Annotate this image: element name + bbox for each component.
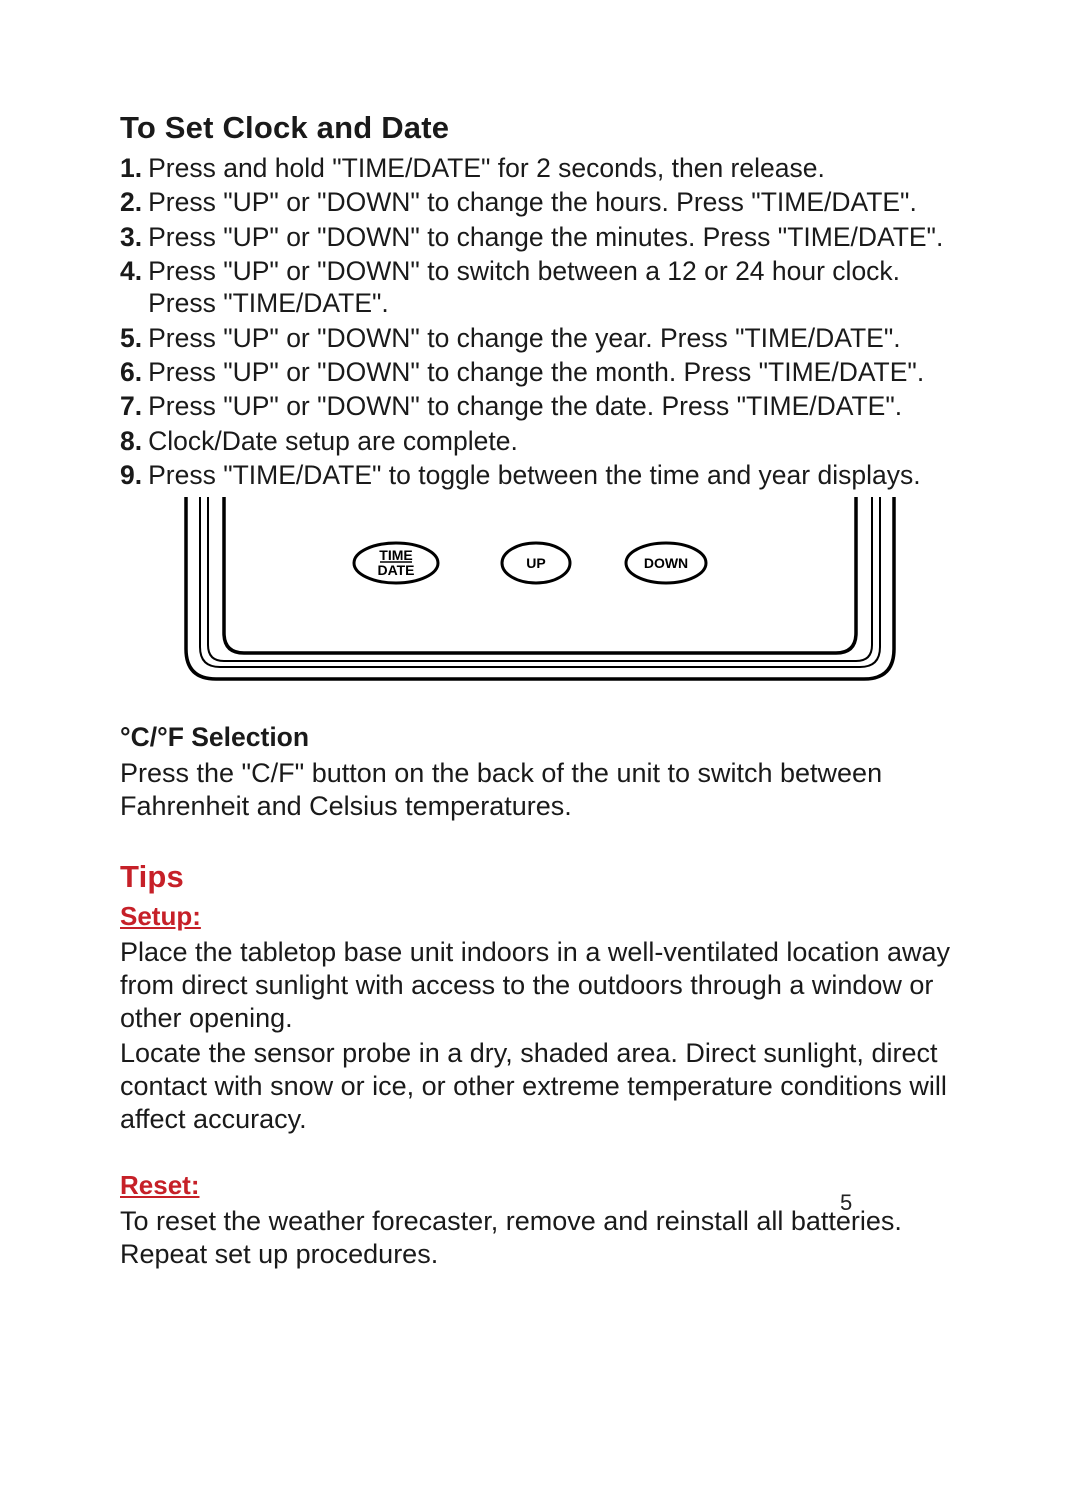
clock-step: 1.Press and hold "TIME/DATE" for 2 secon… [120,152,960,184]
step-number: 2. [120,186,142,218]
step-number: 9. [120,459,142,491]
clock-step: 5.Press "UP" or "DOWN" to change the yea… [120,322,960,354]
clock-step: 7.Press "UP" or "DOWN" to change the dat… [120,390,960,422]
cf-body: Press the "C/F" button on the back of th… [120,757,960,823]
setup-p2: Locate the sensor probe in a dry, shaded… [120,1037,960,1136]
step-number: 1. [120,152,142,184]
setup-p1: Place the tabletop base unit indoors in … [120,936,960,1035]
btn-timedate-line2: DATE [377,562,414,578]
step-text: Press "UP" or "DOWN" to change the hours… [148,186,960,218]
clock-step: 3.Press "UP" or "DOWN" to change the min… [120,221,960,253]
manual-page: To Set Clock and Date 1.Press and hold "… [0,0,1080,1271]
step-text: Clock/Date setup are complete. [148,425,960,457]
step-text: Press and hold "TIME/DATE" for 2 seconds… [148,152,960,184]
heading-setup: Setup: [120,901,960,932]
reset-p: To reset the weather forecaster, remove … [120,1205,960,1271]
clock-step: 6.Press "UP" or "DOWN" to change the mon… [120,356,960,388]
step-text: Press "UP" or "DOWN" to change the date.… [148,390,960,422]
heading-reset: Reset: [120,1170,960,1201]
step-text: Press "UP" or "DOWN" to change the year.… [148,322,960,354]
device-illustration-wrap: TIME DATE UP DOWN [120,503,960,688]
step-number: 8. [120,425,142,457]
clock-step: 9.Press "TIME/DATE" to toggle between th… [120,459,960,491]
clock-steps-list: 1.Press and hold "TIME/DATE" for 2 secon… [120,152,960,491]
heading-cf-selection: °C/°F Selection [120,722,960,753]
clock-step: 8.Clock/Date setup are complete. [120,425,960,457]
heading-tips: Tips [120,859,960,895]
btn-down: DOWN [644,555,688,571]
clock-step: 4.Press "UP" or "DOWN" to switch between… [120,255,960,320]
step-text: Press "UP" or "DOWN" to change the minut… [148,221,960,253]
step-number: 3. [120,221,142,253]
step-number: 5. [120,322,142,354]
step-text: Press "UP" or "DOWN" to change the month… [148,356,960,388]
device-top-illustration: TIME DATE UP DOWN [180,503,900,688]
step-number: 7. [120,390,142,422]
step-text: Press "UP" or "DOWN" to switch between a… [148,255,960,320]
page-number: 5 [840,1190,852,1216]
step-text: Press "TIME/DATE" to toggle between the … [148,459,960,491]
heading-set-clock: To Set Clock and Date [120,110,960,146]
step-number: 6. [120,356,142,388]
step-number: 4. [120,255,142,287]
btn-up: UP [526,555,545,571]
btn-timedate-line1: TIME [379,547,412,563]
clock-step: 2.Press "UP" or "DOWN" to change the hou… [120,186,960,218]
